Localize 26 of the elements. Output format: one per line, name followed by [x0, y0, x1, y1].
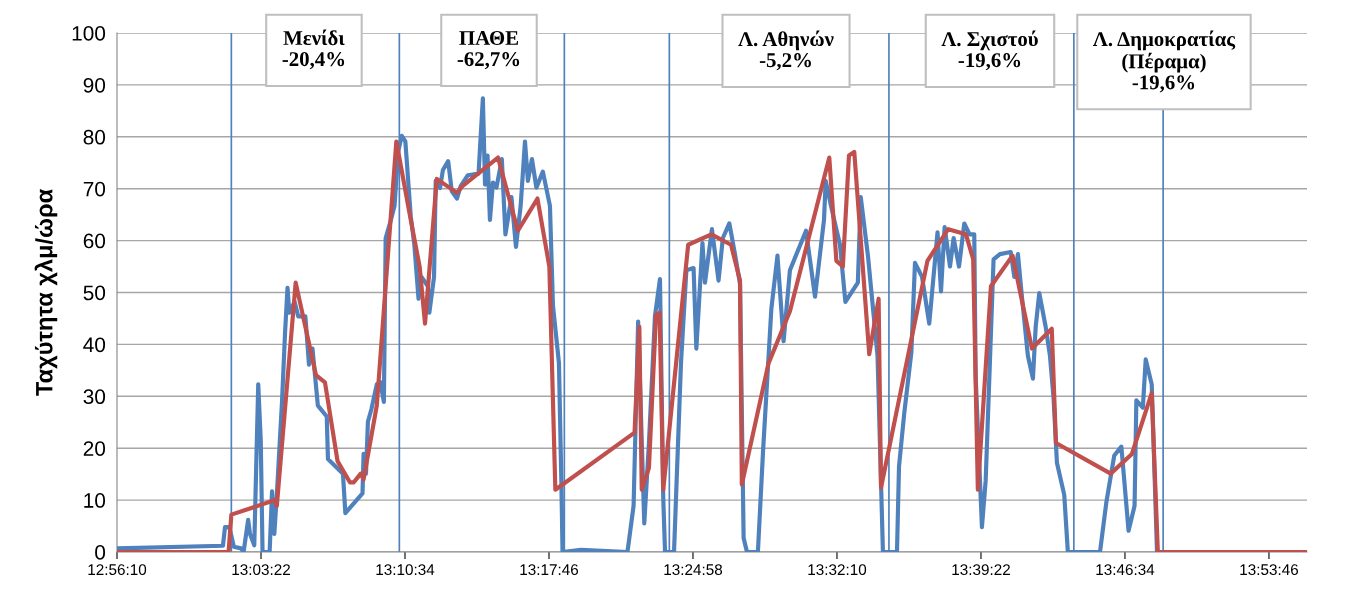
y-tick-label: 70: [83, 181, 106, 197]
y-tick-label: 80: [83, 129, 106, 145]
y-tick-label: 0: [95, 545, 106, 560]
x-tick-label: 13:53:46: [1240, 564, 1299, 576]
y-tick-label: 20: [83, 441, 106, 456]
annotation: ΠΑΘΕ -62,7%: [457, 31, 520, 70]
y-tick-label: 50: [83, 285, 106, 301]
y-axis-title: Ταχύτητα χλμ/ώρα: [34, 189, 58, 396]
annotation: Μενίδι -20,4%: [282, 29, 345, 70]
y-tick-label: 90: [83, 77, 106, 93]
annotation: Λ. Αθηνών -5,2%: [738, 30, 834, 71]
annotation: Λ. Δημοκρατίας (Πέραμα) -19,6%: [1093, 30, 1236, 93]
y-tick-label: 30: [83, 389, 106, 405]
x-tick-label: 13:32:10: [808, 564, 867, 576]
y-tick-label: 100: [72, 26, 106, 41]
x-tick-label: 13:46:34: [1096, 564, 1155, 576]
x-tick-label: 13:24:58: [664, 564, 723, 576]
y-tick-label: 10: [84, 493, 106, 508]
y-tick-label: 40: [83, 337, 106, 353]
annotation: Λ. Σχιστού -19,6%: [941, 30, 1038, 71]
x-tick-label: 13:17:46: [520, 564, 579, 576]
x-tick-label: 12:56:10: [88, 564, 147, 576]
x-tick-label: 13:10:34: [376, 564, 435, 576]
y-tick-label: 60: [83, 233, 106, 249]
x-tick-label: 13:39:22: [952, 564, 1010, 576]
x-tick-label: 13:03:22: [232, 564, 290, 576]
